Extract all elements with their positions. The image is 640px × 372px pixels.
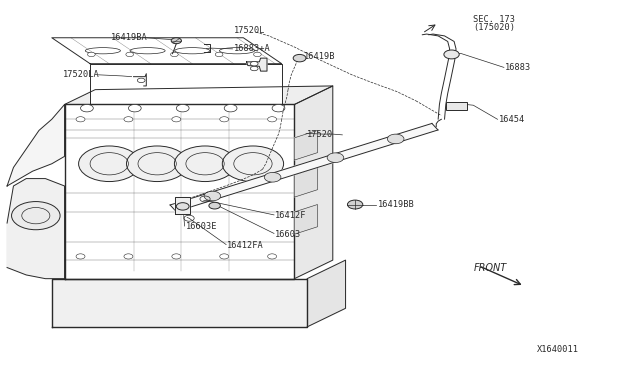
Circle shape — [76, 117, 85, 122]
Circle shape — [171, 52, 178, 57]
Polygon shape — [65, 105, 294, 279]
Circle shape — [268, 117, 276, 122]
Text: 16412F: 16412F — [275, 211, 307, 220]
Text: 17520: 17520 — [307, 129, 333, 139]
Circle shape — [327, 153, 344, 163]
Circle shape — [253, 52, 261, 57]
Circle shape — [81, 105, 93, 112]
Circle shape — [222, 146, 284, 182]
Text: 16419B: 16419B — [304, 52, 335, 61]
Circle shape — [204, 191, 221, 201]
Polygon shape — [7, 179, 65, 279]
Text: SEC. 173: SEC. 173 — [473, 15, 515, 24]
Circle shape — [138, 78, 145, 83]
Text: 16419BA: 16419BA — [111, 33, 148, 42]
Circle shape — [209, 202, 220, 209]
Text: 16603: 16603 — [275, 230, 301, 239]
Polygon shape — [307, 260, 346, 327]
FancyBboxPatch shape — [447, 102, 467, 110]
Circle shape — [224, 105, 237, 112]
Polygon shape — [170, 124, 438, 212]
Circle shape — [250, 66, 258, 71]
Circle shape — [79, 146, 140, 182]
Circle shape — [348, 200, 363, 209]
Polygon shape — [175, 197, 190, 214]
Text: (175020): (175020) — [473, 23, 515, 32]
Circle shape — [220, 117, 228, 122]
Polygon shape — [294, 205, 317, 234]
Circle shape — [293, 54, 306, 62]
Polygon shape — [52, 279, 307, 327]
Text: 16454: 16454 — [499, 115, 525, 124]
Circle shape — [88, 52, 95, 57]
Circle shape — [172, 254, 180, 259]
Text: 16603E: 16603E — [186, 222, 218, 231]
Text: 16883+A: 16883+A — [234, 44, 271, 53]
Polygon shape — [90, 64, 282, 105]
Circle shape — [176, 105, 189, 112]
Polygon shape — [65, 86, 333, 105]
Circle shape — [264, 173, 281, 182]
Circle shape — [76, 254, 85, 259]
Text: X1640011: X1640011 — [537, 345, 579, 354]
Circle shape — [172, 38, 181, 44]
Text: 17520LA: 17520LA — [63, 70, 100, 79]
Text: 16419BB: 16419BB — [378, 200, 414, 209]
Circle shape — [387, 134, 404, 144]
Circle shape — [215, 52, 223, 57]
Polygon shape — [294, 167, 317, 197]
Circle shape — [127, 146, 188, 182]
Circle shape — [124, 254, 133, 259]
Text: 17520L: 17520L — [234, 26, 266, 35]
Circle shape — [268, 254, 276, 259]
Circle shape — [12, 202, 60, 230]
Polygon shape — [52, 38, 282, 64]
Polygon shape — [294, 86, 333, 279]
Circle shape — [124, 117, 133, 122]
Circle shape — [129, 105, 141, 112]
Text: 16412FA: 16412FA — [227, 241, 264, 250]
Circle shape — [172, 117, 180, 122]
Text: FRONT: FRONT — [473, 263, 506, 273]
Polygon shape — [246, 58, 267, 71]
Circle shape — [174, 146, 236, 182]
Polygon shape — [7, 105, 65, 186]
Circle shape — [444, 50, 460, 59]
Polygon shape — [294, 131, 317, 160]
Circle shape — [220, 254, 228, 259]
Circle shape — [176, 203, 189, 210]
Text: 16883: 16883 — [505, 63, 531, 72]
Circle shape — [250, 61, 258, 66]
Circle shape — [272, 105, 285, 112]
Circle shape — [126, 52, 134, 57]
